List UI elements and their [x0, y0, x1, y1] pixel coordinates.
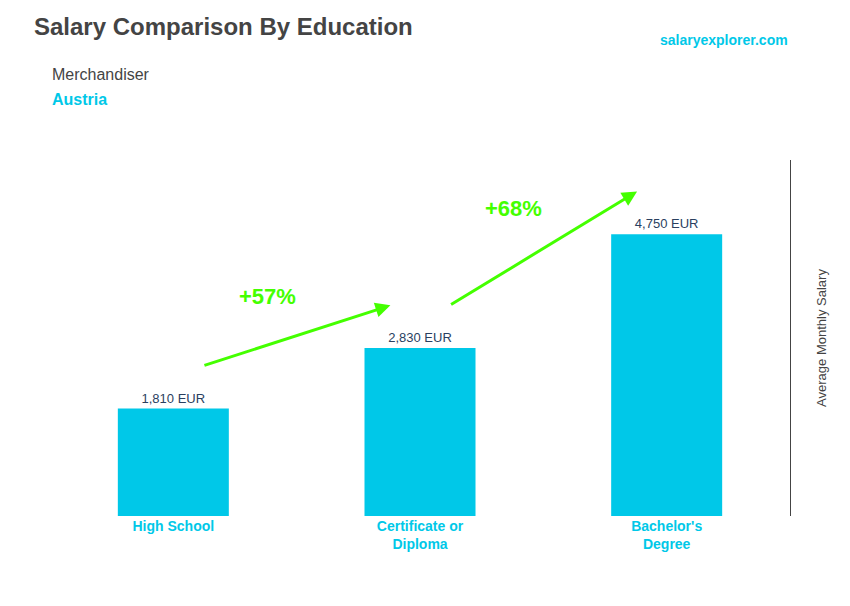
svg-text:Austria: Austria [52, 91, 107, 108]
svg-text:4,750 EUR: 4,750 EUR [635, 216, 699, 231]
svg-text:1,810 EUR: 1,810 EUR [142, 391, 206, 406]
svg-text:salaryexplorer.com: salaryexplorer.com [660, 32, 788, 48]
svg-text:Bachelor'sDegree: Bachelor'sDegree [631, 518, 702, 552]
svg-text:Merchandiser: Merchandiser [52, 66, 150, 83]
svg-text:2,830 EUR: 2,830 EUR [388, 330, 452, 345]
svg-text:Average Monthly Salary: Average Monthly Salary [814, 269, 829, 407]
svg-text:Certificate orDiploma: Certificate orDiploma [377, 518, 464, 552]
svg-text:+68%: +68% [485, 196, 542, 221]
svg-text:High School: High School [132, 518, 214, 534]
svg-text:+57%: +57% [239, 284, 296, 309]
svg-text:Salary Comparison By Education: Salary Comparison By Education [34, 13, 413, 40]
